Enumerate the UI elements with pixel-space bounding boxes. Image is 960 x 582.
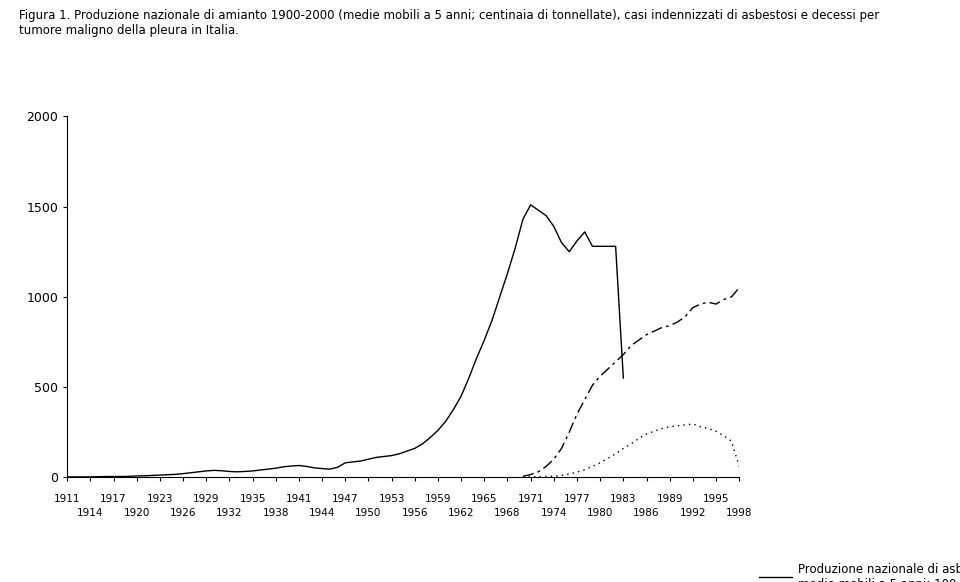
Text: 1935: 1935	[239, 494, 266, 504]
Text: 1941: 1941	[286, 494, 312, 504]
Text: 1929: 1929	[193, 494, 220, 504]
Text: 1944: 1944	[309, 508, 335, 518]
Text: 1998: 1998	[726, 508, 753, 518]
Text: 1977: 1977	[564, 494, 590, 504]
Text: 1983: 1983	[611, 494, 636, 504]
Text: 1914: 1914	[77, 508, 104, 518]
Text: 1911: 1911	[54, 494, 81, 504]
Text: 1923: 1923	[147, 494, 173, 504]
Text: 1959: 1959	[424, 494, 451, 504]
Text: 1968: 1968	[494, 508, 520, 518]
Text: 1986: 1986	[634, 508, 660, 518]
Text: Figura 1. Produzione nazionale di amianto 1900-2000 (medie mobili a 5 anni; cent: Figura 1. Produzione nazionale di amiant…	[19, 9, 879, 37]
Text: 1989: 1989	[657, 494, 683, 504]
Text: 1995: 1995	[703, 494, 730, 504]
Text: 1980: 1980	[587, 508, 613, 518]
Legend: Produzione nazionale di asbesto grezzo
medie mobili a 5 anni; 100 tonnellate, De: Produzione nazionale di asbesto grezzo m…	[758, 563, 960, 582]
Text: 1956: 1956	[401, 508, 428, 518]
Text: 1950: 1950	[355, 508, 382, 518]
Text: 1926: 1926	[170, 508, 196, 518]
Text: 1962: 1962	[448, 508, 474, 518]
Text: 1974: 1974	[540, 508, 567, 518]
Text: 1947: 1947	[332, 494, 358, 504]
Text: 1920: 1920	[124, 508, 150, 518]
Text: 1992: 1992	[680, 508, 707, 518]
Text: 1953: 1953	[378, 494, 405, 504]
Text: 1932: 1932	[216, 508, 243, 518]
Text: 1917: 1917	[100, 494, 127, 504]
Text: 1971: 1971	[517, 494, 544, 504]
Text: 1938: 1938	[262, 508, 289, 518]
Text: 1965: 1965	[471, 494, 497, 504]
